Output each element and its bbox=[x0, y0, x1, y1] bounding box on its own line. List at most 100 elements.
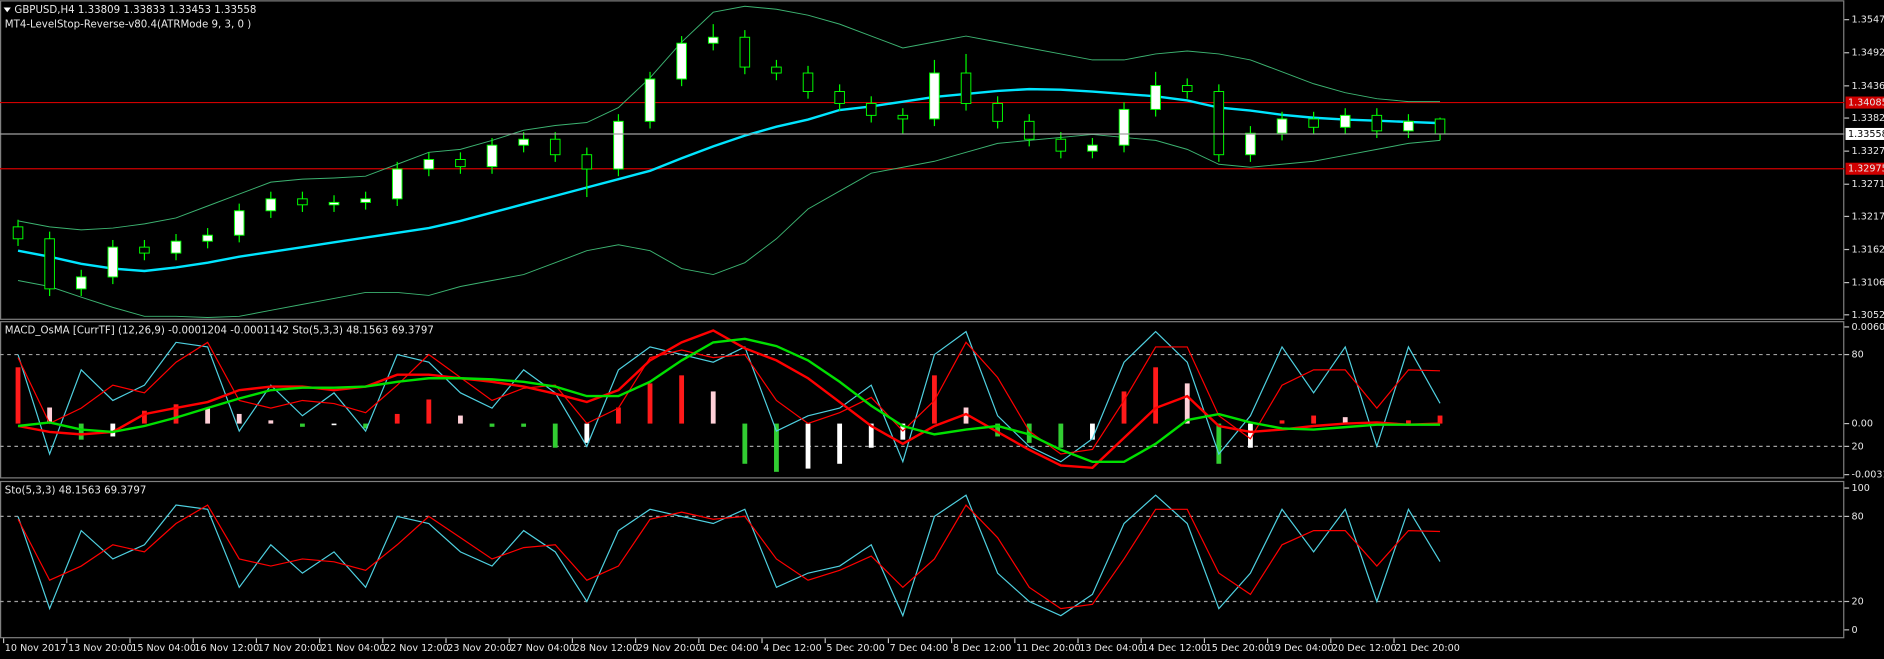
y-tick-label: 0.00 bbox=[1852, 419, 1873, 430]
stoch-overlay bbox=[17, 330, 1441, 464]
candle-body bbox=[897, 114, 909, 120]
current-price-label: 1.33558 bbox=[1848, 129, 1884, 140]
osma-header: MACD_OsMA [CurrTF] (12,26,9) -0.0001204 … bbox=[5, 326, 434, 337]
x-tick-label: 29 Nov 20:00 bbox=[637, 643, 702, 654]
y-tick-label: 1.34920 bbox=[1852, 48, 1884, 59]
candle-body bbox=[771, 66, 782, 74]
candle-body bbox=[834, 91, 845, 104]
candle-body bbox=[75, 276, 87, 290]
x-tick-label: 1 Dec 04:00 bbox=[700, 643, 759, 654]
candle-body bbox=[992, 102, 1003, 122]
osma-bar bbox=[489, 423, 495, 427]
candle-body bbox=[455, 159, 466, 168]
y-tick-label: 1.30525 bbox=[1852, 310, 1884, 321]
osma-bar bbox=[1216, 423, 1222, 464]
osma-bar bbox=[300, 423, 305, 427]
x-tick-label: 16 Nov 12:00 bbox=[194, 643, 259, 654]
osma-bar bbox=[47, 407, 53, 424]
x-tick-label: 4 Dec 12:00 bbox=[763, 643, 822, 654]
y-tick-label: 1.34365 bbox=[1852, 81, 1884, 92]
y-tick-label: 1.31065 bbox=[1852, 278, 1884, 289]
x-tick-label: 7 Dec 04:00 bbox=[890, 643, 949, 654]
x-tick-label: 28 Nov 12:00 bbox=[574, 643, 639, 654]
candle-body bbox=[423, 159, 435, 170]
level-tag bbox=[1845, 162, 1884, 175]
indicator-line bbox=[17, 5, 1441, 231]
osma-bar bbox=[647, 383, 653, 424]
y-tick-label: 0.006012 bbox=[1852, 322, 1884, 333]
stoch-panel-frame bbox=[0, 480, 1845, 639]
osma-bar bbox=[142, 410, 147, 424]
osma-bar bbox=[995, 423, 1001, 437]
osma-bar bbox=[742, 423, 748, 464]
level-label: 1.34085 bbox=[1848, 98, 1884, 109]
x-tick-label: 15 Dec 20:00 bbox=[1206, 643, 1271, 654]
candle-body bbox=[391, 168, 403, 200]
x-tick-label: 8 Dec 12:00 bbox=[953, 643, 1012, 654]
osma-bar bbox=[363, 423, 369, 429]
osma-bar bbox=[1248, 423, 1253, 448]
y-tick-label: 80 bbox=[1852, 511, 1864, 522]
candle-body bbox=[170, 240, 182, 254]
candle-body bbox=[1371, 114, 1383, 132]
candle-body bbox=[265, 198, 277, 212]
level-label: 1.32975 bbox=[1848, 164, 1884, 175]
osma-panel-frame bbox=[0, 321, 1845, 479]
osma-bar bbox=[458, 415, 463, 424]
x-tick-label: 20 Dec 12:00 bbox=[1332, 643, 1397, 654]
symbol-header: GBPUSD,H4 1.33809 1.33833 1.33453 1.3355… bbox=[14, 5, 256, 16]
candle-body bbox=[707, 36, 719, 44]
candle-body bbox=[1181, 85, 1193, 92]
indicator-line bbox=[17, 87, 1441, 273]
x-tick-label: 21 Dec 20:00 bbox=[1395, 643, 1460, 654]
candle-body bbox=[297, 198, 308, 206]
menu-triangle bbox=[3, 7, 11, 13]
osma-bar bbox=[15, 367, 21, 424]
osma-bar bbox=[110, 423, 116, 437]
osma-bar bbox=[774, 423, 779, 472]
x-tick-label: 13 Dec 04:00 bbox=[1079, 643, 1144, 654]
candle-body bbox=[1023, 120, 1035, 140]
stoch-header: Sto(5,3,3) 48.1563 69.3797 bbox=[5, 486, 147, 497]
osma-bar bbox=[394, 413, 400, 424]
candle-body bbox=[518, 138, 529, 146]
y-tick-label: 1.31620 bbox=[1852, 245, 1884, 256]
candle-body bbox=[328, 201, 340, 206]
osma-bar bbox=[426, 399, 432, 424]
stoch-line bbox=[17, 504, 1441, 610]
candle-body bbox=[676, 42, 687, 80]
candle-body bbox=[960, 72, 972, 104]
osma-bar bbox=[1279, 420, 1285, 424]
candle-body bbox=[202, 234, 213, 242]
candle-body bbox=[613, 120, 624, 170]
osma-bar bbox=[173, 404, 179, 424]
candle-body bbox=[1245, 132, 1256, 156]
y-tick-label: 20 bbox=[1852, 596, 1864, 607]
osma-bar bbox=[1406, 420, 1411, 424]
y-tick-label: 80 bbox=[1852, 350, 1864, 361]
candle-body bbox=[139, 246, 150, 254]
osma-bar bbox=[1153, 367, 1159, 424]
osma-bar bbox=[1090, 423, 1095, 440]
osma-bar bbox=[584, 423, 590, 443]
osma-bar bbox=[805, 423, 811, 469]
x-tick-label: 10 Nov 2017 bbox=[5, 643, 67, 654]
candle-body bbox=[929, 72, 940, 120]
osma-bar bbox=[552, 423, 558, 448]
candle-body bbox=[1118, 108, 1130, 146]
candle-body bbox=[802, 72, 814, 92]
x-tick-label: 22 Nov 12:00 bbox=[384, 643, 449, 654]
x-tick-label: 15 Nov 04:00 bbox=[131, 643, 196, 654]
x-tick-label: 19 Dec 04:00 bbox=[1269, 643, 1334, 654]
candle-body bbox=[865, 102, 877, 116]
osma-bar bbox=[268, 420, 274, 424]
candle-body bbox=[1087, 144, 1098, 152]
osma-bar bbox=[1184, 383, 1190, 424]
y-tick-label: 100 bbox=[1852, 483, 1870, 494]
y-tick-label: -0.003175 bbox=[1852, 470, 1884, 481]
candle-body bbox=[1213, 91, 1225, 156]
y-tick-label: 1.32715 bbox=[1852, 179, 1884, 190]
